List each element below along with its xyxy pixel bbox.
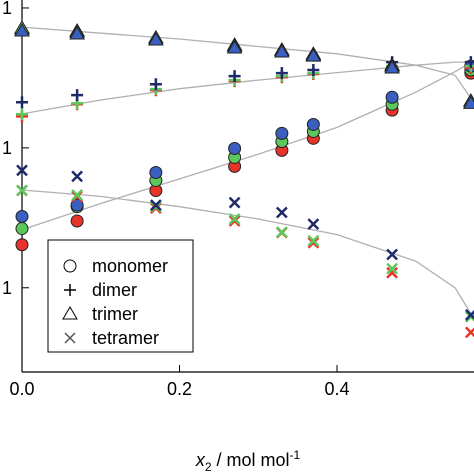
legend-label: monomer — [92, 256, 168, 276]
marker-cross — [386, 262, 398, 275]
marker-circle — [306, 117, 320, 131]
marker-plus — [16, 96, 28, 109]
marker-cross — [307, 218, 320, 231]
x-tick-label: 0.0 — [9, 379, 34, 399]
marker-triangle — [226, 40, 243, 54]
marker-triangle — [305, 48, 322, 62]
marker-cross — [464, 309, 474, 321]
marker-circle — [275, 126, 289, 140]
marker-triangle — [147, 32, 164, 46]
marker-circle — [15, 238, 29, 252]
marker-plus — [64, 284, 76, 296]
legend-label: trimer — [92, 304, 138, 324]
x-tick-label: 0.4 — [324, 379, 349, 399]
marker-cross — [307, 234, 320, 247]
marker-circle — [70, 214, 84, 228]
legend-box — [47, 239, 194, 353]
y-tick-label: 1 — [2, 278, 12, 298]
marker-cross — [16, 164, 28, 177]
marker-triangle — [462, 95, 474, 109]
marker-triangle — [273, 44, 290, 58]
marker-circle — [15, 222, 29, 236]
fit-line — [21, 189, 474, 320]
marker-cross — [275, 206, 288, 219]
marker-cross — [464, 326, 474, 339]
marker-plus — [275, 67, 288, 80]
marker-circle — [228, 141, 242, 155]
marker-cross — [275, 226, 288, 238]
marker-plus — [307, 64, 320, 77]
legend-label: dimer — [92, 280, 137, 300]
marker-circle — [63, 259, 77, 273]
marker-plus — [71, 89, 84, 102]
x-axis-label: x2 / mol mol-1 — [195, 448, 301, 474]
marker-cross — [149, 199, 162, 211]
fit-line — [21, 26, 474, 104]
y-tick-label: 1 — [2, 0, 12, 18]
marker-cross — [71, 170, 84, 183]
x-label-var: x — [195, 450, 206, 470]
marker-cross — [228, 196, 241, 209]
x-label-sub: 2 — [205, 460, 212, 474]
marker-circle — [385, 90, 399, 104]
marker-plus — [16, 108, 28, 121]
fit-line — [21, 61, 474, 115]
x-tick-label: 0.2 — [167, 379, 192, 399]
marker-cross — [71, 189, 84, 201]
marker-plus — [149, 78, 162, 91]
marker-cross — [228, 213, 241, 225]
marker-cross — [64, 332, 76, 344]
marker-cross — [16, 184, 28, 197]
legend-label: tetramer — [92, 328, 159, 348]
x-label-unit: / mol mol — [212, 450, 290, 470]
marker-plus — [228, 70, 241, 83]
marker-cross — [307, 236, 320, 249]
marker-cross — [386, 266, 398, 279]
marker-plus — [464, 56, 474, 69]
marker-triangle — [62, 306, 78, 320]
marker-cross — [464, 310, 474, 323]
marker-triangle — [69, 26, 85, 40]
marker-circle — [149, 165, 163, 179]
marker-triangle — [384, 60, 400, 74]
marker-circle — [15, 210, 29, 224]
marker-triangle — [14, 23, 30, 37]
marker-cross — [228, 215, 241, 227]
fit-line — [21, 60, 474, 231]
marker-circle — [70, 198, 84, 212]
marker-cross — [386, 248, 398, 261]
x-label-sup: -1 — [290, 448, 301, 462]
y-tick-label: 1 — [2, 138, 12, 158]
